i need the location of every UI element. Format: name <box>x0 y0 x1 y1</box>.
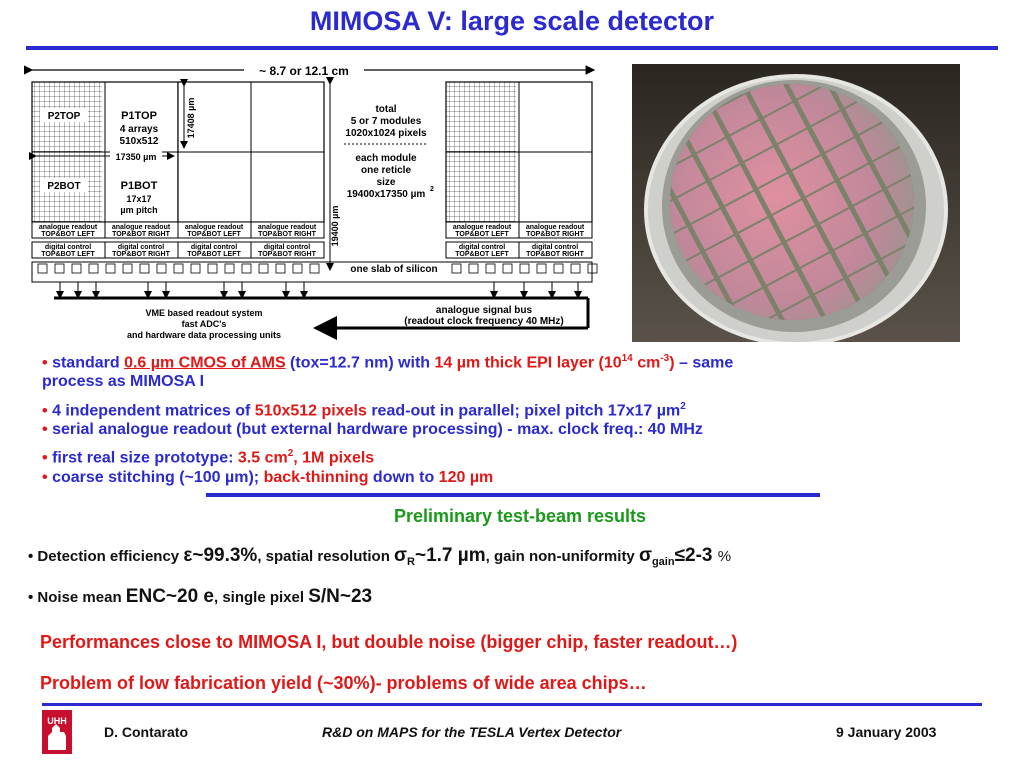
bond-pad <box>536 263 547 274</box>
bond-pad <box>156 263 167 274</box>
svg-text:UHH: UHH <box>47 716 67 726</box>
bond-pad <box>54 263 65 274</box>
bond-pad <box>309 263 320 274</box>
footer-rule <box>42 703 982 706</box>
svg-text:analogue readout: analogue readout <box>185 224 244 231</box>
svg-text:digital control: digital control <box>264 244 310 251</box>
bond-pad <box>224 263 235 274</box>
bond-pad <box>519 263 530 274</box>
svg-text:TOP&BOT RIGHT: TOP&BOT RIGHT <box>258 231 317 238</box>
svg-text:digital control: digital control <box>118 244 164 251</box>
bullet-1-cont: process as MIMOSA I <box>42 373 205 390</box>
svg-text:TOP&BOT LEFT: TOP&BOT LEFT <box>187 251 241 258</box>
bond-pad <box>485 263 496 274</box>
svg-text:TOP&BOT LEFT: TOP&BOT LEFT <box>41 231 95 238</box>
p1top-label: P1TOP <box>121 110 157 122</box>
svg-text:analogue signal bus: analogue signal bus <box>436 305 533 316</box>
bond-pad <box>275 263 286 274</box>
university-logo: UHH <box>42 710 72 754</box>
conclusion-2: Problem of low fabrication yield (~30%)-… <box>40 673 647 693</box>
bond-pad <box>502 263 513 274</box>
svg-text:TOP&BOT LEFT: TOP&BOT LEFT <box>187 231 241 238</box>
bond-pad <box>207 263 218 274</box>
bond-pad <box>173 263 184 274</box>
p1bot-label: P1BOT <box>121 180 158 192</box>
svg-text:digital control: digital control <box>191 244 237 251</box>
svg-text:total: total <box>375 104 396 115</box>
svg-text:4 arrays: 4 arrays <box>120 124 159 135</box>
svg-text:analogue readout: analogue readout <box>258 224 317 231</box>
svg-text:VME based readout system: VME based readout system <box>145 308 262 318</box>
svg-text:TOP&BOT LEFT: TOP&BOT LEFT <box>41 251 95 258</box>
svg-text:(readout clock frequency 40 MH: (readout clock frequency 40 MHz) <box>404 316 563 327</box>
svg-text:digital control: digital control <box>459 244 505 251</box>
svg-text:TOP&BOT RIGHT: TOP&BOT RIGHT <box>112 251 171 258</box>
svg-text:TOP&BOT RIGHT: TOP&BOT RIGHT <box>526 251 585 258</box>
wafer-photo <box>632 64 960 342</box>
bullet-2: • 4 independent matrices of 510x512 pixe… <box>42 401 686 420</box>
bond-pad <box>258 263 269 274</box>
width-label: ~ 8.7 or 12.1 cm <box>259 64 349 78</box>
bullet-5: • coarse stitching (~100 µm); back-thinn… <box>42 469 494 486</box>
bond-pad <box>292 263 303 274</box>
svg-text:analogue readout: analogue readout <box>112 224 171 231</box>
svg-text:17x17: 17x17 <box>126 194 151 204</box>
svg-text:TOP&BOT RIGHT: TOP&BOT RIGHT <box>526 231 585 238</box>
svg-text:digital control: digital control <box>532 244 578 251</box>
svg-text:TOP&BOT RIGHT: TOP&BOT RIGHT <box>112 231 171 238</box>
svg-text:TOP&BOT LEFT: TOP&BOT LEFT <box>455 231 509 238</box>
svg-text:TOP&BOT LEFT: TOP&BOT LEFT <box>455 251 509 258</box>
bond-pad <box>71 263 82 274</box>
results-title: Preliminary test-beam results <box>393 506 647 526</box>
bond-pad <box>468 263 479 274</box>
bullet-4: • first real size prototype: 3.5 cm2, 1M… <box>42 448 375 467</box>
svg-text:17350 µm: 17350 µm <box>116 152 157 162</box>
svg-text:analogue readout: analogue readout <box>453 224 512 231</box>
result-1: • Detection efficiency ε~99.3%, spatial … <box>28 545 732 568</box>
svg-text:1020x1024 pixels: 1020x1024 pixels <box>345 128 427 139</box>
svg-text:one slab of silicon: one slab of silicon <box>350 264 437 275</box>
svg-text:analogue readout: analogue readout <box>526 224 585 231</box>
bond-pad <box>88 263 99 274</box>
svg-text:5 or 7 modules: 5 or 7 modules <box>351 116 422 127</box>
footer-date: 9 January 2003 <box>836 724 937 740</box>
svg-text:2: 2 <box>430 186 434 193</box>
bond-pad <box>190 263 201 274</box>
svg-text:19400 µm: 19400 µm <box>330 206 340 247</box>
svg-text:one reticle: one reticle <box>361 165 411 176</box>
bond-pad <box>105 263 116 274</box>
svg-text:digital control: digital control <box>45 244 91 251</box>
results-rule <box>206 493 820 497</box>
bond-pad <box>241 263 252 274</box>
svg-text:analogue readout: analogue readout <box>39 224 98 231</box>
svg-text:and hardware data processing u: and hardware data processing units <box>127 330 281 340</box>
slide-title: MIMOSA V: large scale detector <box>309 6 715 36</box>
bond-pad <box>37 263 48 274</box>
bond-pad <box>122 263 133 274</box>
title-rule <box>26 46 998 50</box>
conclusion-1: Performances close to MIMOSA I, but doub… <box>40 632 738 652</box>
svg-text:µm pitch: µm pitch <box>120 205 157 215</box>
bond-pad <box>139 263 150 274</box>
svg-text:each module: each module <box>355 153 417 164</box>
svg-text:19400x17350 µm: 19400x17350 µm <box>347 189 426 200</box>
bond-pad <box>570 263 581 274</box>
svg-text:size: size <box>377 177 396 188</box>
p2bot-label: P2BOT <box>47 181 80 192</box>
bond-pad <box>451 263 462 274</box>
bullet-3: • serial analogue readout (but external … <box>42 421 703 438</box>
footer-talk-title: R&D on MAPS for the TESLA Vertex Detecto… <box>322 724 622 740</box>
result-2: • Noise mean ENC~20 e, single pixel S/N~… <box>28 586 373 607</box>
footer-author: D. Contarato <box>104 724 188 740</box>
bond-pad <box>553 263 564 274</box>
bullet-1: • standard 0.6 µm CMOS of AMS (tox=12.7 … <box>42 353 734 372</box>
svg-text:510x512: 510x512 <box>120 136 159 147</box>
detector-layout-diagram: ~ 8.7 or 12.1 cm P2TOP P1TOP 4 arrays 51… <box>24 62 598 340</box>
svg-text:TOP&BOT RIGHT: TOP&BOT RIGHT <box>258 251 317 258</box>
p2top-label: P2TOP <box>48 111 81 122</box>
svg-text:17408 µm: 17408 µm <box>186 98 196 139</box>
svg-text:fast ADC's: fast ADC's <box>182 319 227 329</box>
